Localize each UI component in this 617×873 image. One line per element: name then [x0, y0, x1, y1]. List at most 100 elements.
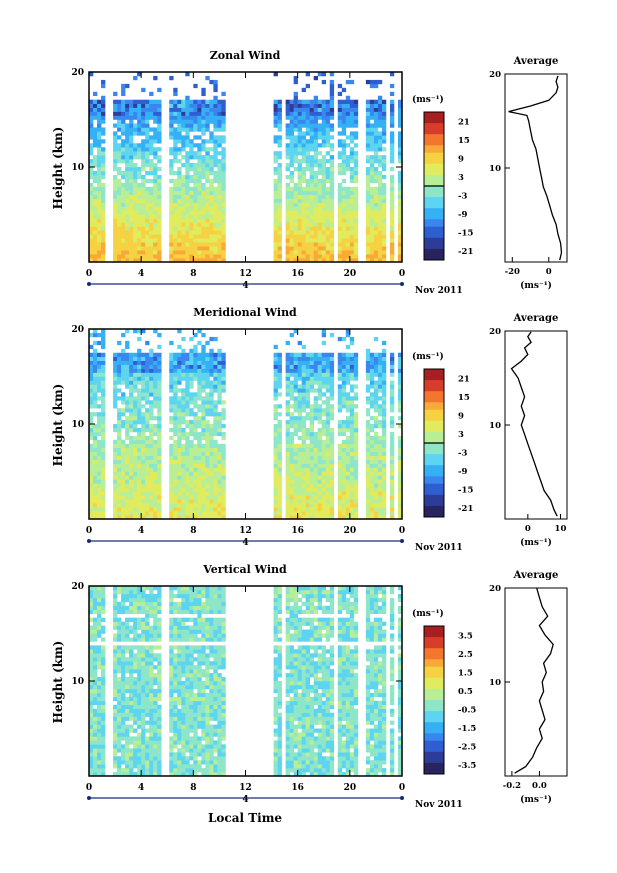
heat-cell — [117, 147, 122, 152]
heat-cell — [133, 443, 138, 449]
heat-cell — [201, 238, 206, 243]
heat-cell — [193, 226, 198, 231]
heat-cell — [89, 99, 94, 104]
heat-cell — [181, 400, 186, 405]
heat-cell — [349, 151, 355, 156]
heat-cell — [341, 447, 347, 453]
heat-cell — [113, 515, 118, 520]
heat-cell — [145, 443, 150, 449]
meridional-wind-panel: Meridional Wind Height (km) 0 4 8 12 16 20 0 1… — [51, 306, 568, 553]
heat-cell — [325, 238, 331, 243]
heat-cell — [329, 103, 335, 108]
heat-cell — [201, 443, 206, 449]
heat-cell — [297, 135, 302, 140]
heat-cell — [289, 178, 294, 184]
heat-cell — [157, 471, 162, 476]
heat-cell — [325, 503, 331, 508]
heat-cell — [345, 356, 351, 361]
heat-cell — [353, 143, 359, 148]
heat-cell — [125, 684, 130, 690]
heat-cell — [129, 412, 134, 417]
heat-cell — [125, 455, 130, 460]
heat-cell — [289, 238, 294, 243]
heat-cell — [93, 174, 98, 180]
heat-cell — [201, 115, 206, 120]
heat-cell — [149, 127, 154, 132]
heat-cell — [349, 451, 355, 456]
heat-cell — [329, 155, 335, 160]
heat-cell — [133, 178, 138, 184]
heat-cell — [209, 372, 214, 377]
heat-cell — [381, 420, 387, 425]
heat-cell — [113, 202, 118, 207]
heat-cell — [181, 242, 186, 247]
heat-cell — [325, 170, 331, 176]
heat-cell — [397, 115, 403, 120]
heat-cell — [369, 226, 375, 231]
heat-cell — [273, 515, 278, 520]
heat-cell — [101, 246, 106, 251]
heat-cell — [325, 408, 331, 413]
heat-cell — [181, 222, 186, 227]
heat-cell — [353, 230, 359, 235]
heat-cell — [177, 194, 182, 199]
heat-cell — [113, 764, 118, 769]
heat-cell — [285, 182, 290, 188]
heat-cell — [285, 479, 290, 484]
heat-cell — [313, 234, 319, 239]
heat-cell — [321, 79, 327, 85]
heat-cell — [349, 455, 355, 460]
heat-cell — [117, 103, 122, 108]
heat-cell — [217, 182, 222, 188]
heat-cell — [205, 400, 210, 405]
heat-cell — [297, 190, 302, 196]
heat-cell — [189, 115, 194, 120]
heat-cell — [369, 83, 375, 89]
heat-cell — [365, 495, 371, 500]
heat-cell — [217, 202, 222, 207]
heat-cell — [301, 218, 306, 223]
heat-cell — [317, 420, 323, 425]
heat-cell — [141, 507, 146, 512]
heat-cell — [329, 242, 335, 247]
heat-cell — [117, 107, 122, 112]
heat-cell — [149, 143, 154, 148]
heat-cell — [373, 515, 379, 520]
heat-cell — [397, 463, 403, 468]
heat-cell — [285, 400, 290, 405]
heat-cell — [321, 511, 327, 516]
heat-cell — [313, 135, 319, 140]
x-tick-label: 0 — [399, 526, 405, 536]
heat-cell — [117, 503, 122, 508]
heat-cell — [353, 364, 359, 369]
heat-cell — [273, 159, 278, 164]
x-tick-label: 0 — [86, 269, 92, 279]
heat-cell — [317, 511, 323, 516]
heat-cell — [97, 254, 102, 259]
heat-cell — [341, 159, 347, 164]
heat-cell — [149, 483, 154, 488]
heat-cell — [297, 250, 302, 255]
heat-cell — [217, 431, 222, 437]
heat-cell — [369, 238, 375, 243]
heat-cell — [297, 230, 302, 235]
heat-cell — [381, 340, 387, 346]
heat-cell — [93, 388, 98, 393]
heat-cell — [217, 515, 222, 520]
heat-cell — [381, 119, 387, 124]
heat-cell — [221, 214, 226, 219]
heat-cell — [101, 431, 106, 437]
heat-cell — [173, 151, 178, 156]
heat-cell — [389, 143, 395, 148]
heat-cell — [185, 487, 190, 492]
heat-cell — [121, 645, 126, 650]
heat-cell — [177, 159, 182, 164]
heat-cell — [125, 380, 130, 385]
heat-cell — [137, 214, 142, 219]
heat-cell — [173, 131, 178, 136]
heat-cell — [97, 756, 102, 761]
heat-cell — [293, 198, 298, 203]
heat-cell — [113, 352, 118, 358]
heat-cell — [93, 716, 98, 721]
heat-cell — [381, 131, 387, 136]
